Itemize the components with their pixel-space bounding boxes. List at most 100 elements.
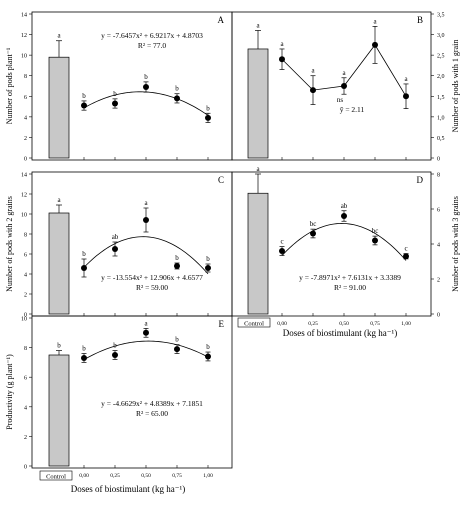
significance-letter: b: [206, 255, 210, 263]
x-tick-label: 0,50: [339, 321, 349, 327]
regression-equation: y = -7.6457x² + 6.9217x + 4.8703: [101, 31, 203, 40]
significance-letter: a: [373, 17, 377, 25]
control-letter: a: [57, 196, 61, 204]
y-axis-label: Number of pods with 2 grains: [5, 196, 14, 292]
x-tick-label: 0,50: [141, 473, 151, 479]
data-point: [310, 87, 316, 94]
control-letter: a: [57, 32, 61, 40]
data-point: [143, 217, 149, 223]
r-squared: R² = 91.00: [334, 283, 366, 292]
x-tick-label: 0,75: [370, 321, 380, 327]
regression-curve: [83, 236, 209, 275]
x-axis-title-right: Doses of biostimulant (kg ha⁻¹): [283, 328, 397, 338]
significance-letter: b: [206, 104, 210, 112]
data-point: [174, 263, 180, 269]
significance-letter: b: [82, 345, 86, 353]
y-tick-label: 6: [437, 208, 440, 214]
y-tick-label: 4: [24, 405, 27, 411]
y-tick-label: 8: [24, 346, 27, 352]
y-tick-label: 8: [437, 173, 440, 179]
data-point: [112, 246, 118, 252]
significance-letter: b: [175, 254, 179, 262]
data-point: [81, 265, 87, 271]
x-tick-label: 0,00: [277, 321, 287, 327]
data-point: [143, 84, 149, 91]
panel-letter: A: [218, 15, 225, 25]
panel-frame: [231, 11, 432, 161]
y-tick-label: 2: [24, 293, 27, 299]
significance-letter: bc: [310, 220, 317, 228]
y-tick-label: 10: [21, 317, 27, 323]
control-label-box-bottom: [39, 470, 73, 481]
y-tick-label: 8: [24, 74, 27, 80]
significance-letter: a: [144, 319, 148, 327]
control-bar: [48, 354, 70, 467]
x-tick-label: 0,25: [110, 473, 120, 479]
y-tick-label: 0: [437, 157, 440, 163]
control-letter: b: [57, 342, 61, 350]
data-point: [279, 248, 285, 254]
y-tick-label: 14: [21, 13, 27, 19]
control-label-box-right: [237, 317, 271, 328]
data-point: [341, 83, 347, 89]
data-point: [174, 95, 180, 102]
y-tick-label: 4: [437, 243, 440, 249]
regression-curve: [83, 340, 209, 361]
y-tick-label: 0: [24, 157, 27, 163]
data-point: [112, 100, 118, 107]
control-bar: [247, 192, 269, 315]
y-tick-label: 3,0: [437, 33, 445, 39]
data-point: [143, 329, 149, 336]
regression-curve: [83, 91, 209, 116]
control-letter: a: [256, 21, 260, 29]
significance-letter: c: [404, 245, 407, 253]
significance-letter: ab: [112, 233, 119, 241]
panel-frame: [31, 315, 233, 469]
y-tick-label: 1,0: [437, 115, 445, 121]
data-point: [372, 237, 378, 244]
y-tick-label: 4: [24, 273, 27, 279]
y-tick-label: 2,0: [437, 74, 445, 80]
y-tick-label: 12: [21, 193, 27, 199]
ns-label: ns: [337, 96, 344, 104]
data-point: [205, 114, 211, 121]
significance-letter: b: [113, 90, 117, 98]
y-tick-label: 2: [24, 435, 27, 441]
significance-letter: bc: [372, 227, 379, 235]
significance-letter: a: [311, 67, 315, 75]
regression-equation: y = -7.8971x² + 7.6131x + 3.3389: [299, 273, 401, 282]
significance-letter: c: [280, 238, 283, 246]
y-tick-label: 1,5: [437, 95, 445, 101]
y-tick-label: 2: [437, 278, 440, 284]
control-label-right: Control: [244, 321, 264, 328]
regression-equation: y = -4.6629x² + 4.8389x + 7.1851: [101, 399, 203, 408]
control-bar: [247, 48, 269, 159]
data-point: [174, 346, 180, 353]
data-point: [372, 41, 378, 48]
significance-letter: b: [82, 250, 86, 258]
panel-b: B 0 0,5 1,0 1,5 2,0 2,5 3,0 3,5 Number of pods wi…: [231, 11, 460, 163]
panel-letter: D: [417, 175, 424, 185]
data-point: [205, 353, 211, 360]
y-tick-label: 8: [24, 233, 27, 239]
y-tick-label: 4: [24, 115, 27, 121]
y-axis-label: Productivity (g plant⁻¹): [5, 354, 14, 430]
panel-c: C 0 2 4 6 8 10 12 14 Number of pods with 2 grains…: [5, 171, 233, 319]
panel-d: D 0 2 4 6 8 Number of pods with 3 grains a 0,00 0…: [231, 165, 460, 327]
y-tick-label: 10: [21, 213, 27, 219]
panel-a: A 0 2 4 6 8 10 12 14 Number of pods plant⁻¹ a b b b b b…: [5, 11, 233, 163]
significance-letter: b: [113, 342, 117, 350]
y-axis-label: Number of pods plant⁻¹: [5, 47, 14, 124]
panel-letter: E: [219, 319, 225, 329]
panel-e: E 0 2 4 6 8 10 Productivity (g plant⁻¹) b 0,00 0,2…: [5, 315, 233, 479]
significance-letter: ab: [341, 202, 348, 210]
y-axis-label: Number of pods with 1 grain: [451, 40, 460, 133]
y-tick-label: 12: [21, 33, 27, 39]
y-axis-label: Number of pods with 3 grains: [451, 196, 460, 292]
y-tick-label: 0: [437, 313, 440, 319]
regression-curve: [281, 223, 407, 261]
significance-letter: a: [144, 199, 148, 207]
data-point: [205, 265, 211, 271]
significance-letter: b: [144, 73, 148, 81]
